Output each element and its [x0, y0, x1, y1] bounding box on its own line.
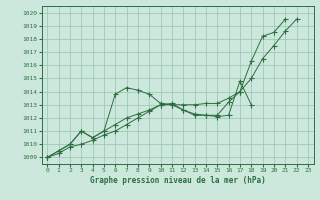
X-axis label: Graphe pression niveau de la mer (hPa): Graphe pression niveau de la mer (hPa): [90, 176, 266, 185]
